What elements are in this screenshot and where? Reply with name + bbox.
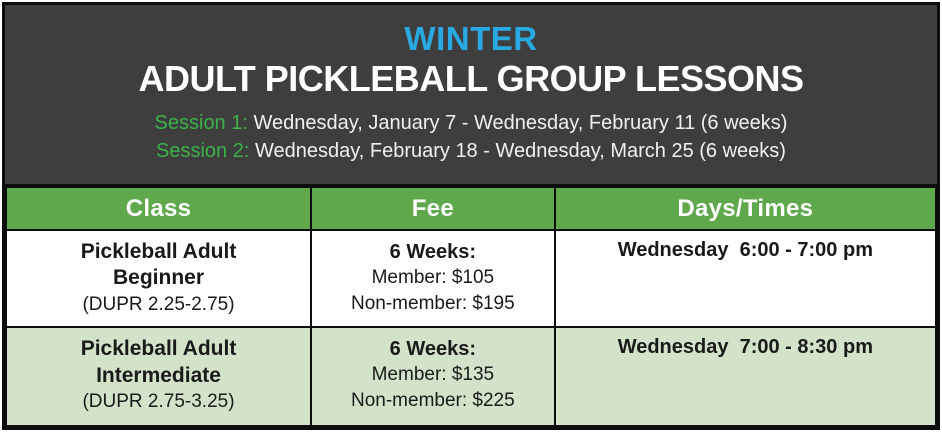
beginner-days-cell: Wednesday 6:00 - 7:00 pm: [553, 228, 938, 329]
session-1-label: Session 1:: [154, 111, 248, 134]
days-times: Wednesday 6:00 - 7:00 pm: [617, 239, 873, 261]
session-2-label: Session 2:: [156, 139, 250, 162]
beginner-fee-cell: 6 Weeks: Member: $105 Non-member: $195: [310, 228, 556, 329]
session-2-line: Session 2: Wednesday, February 18 - Wedn…: [5, 137, 937, 165]
fee-member: Member: $135: [371, 364, 495, 386]
flyer-header: WINTER ADULT PICKLEBALL GROUP LESSONS Se…: [5, 5, 937, 184]
session-1-dates: Wednesday, January 7 - Wednesday, Februa…: [253, 111, 788, 134]
column-header-class: Class: [4, 185, 313, 231]
lessons-table: Class Fee Days/Times Pickleball Adult Be…: [4, 184, 938, 427]
days-times: Wednesday 7:00 - 8:30 pm: [617, 336, 873, 359]
dupr-range: (DUPR 2.75-3.25): [82, 390, 235, 412]
beginner-class-cell: Pickleball Adult Beginner (DUPR 2.25-2.7…: [4, 228, 313, 329]
fee-nonmember: Non-member: $225: [351, 390, 515, 412]
fee-duration: 6 Weeks:: [389, 241, 477, 263]
intermediate-class-cell: Pickleball Adult Intermediate (DUPR 2.75…: [4, 326, 313, 427]
fee-nonmember: Non-member: $195: [351, 292, 515, 314]
session-info: Session 1: Wednesday, January 7 - Wednes…: [5, 109, 937, 165]
session-1-line: Session 1: Wednesday, January 7 - Wednes…: [5, 109, 937, 137]
table-row-beginner: Pickleball Adult Beginner (DUPR 2.25-2.7…: [4, 228, 938, 329]
intermediate-days-cell: Wednesday 7:00 - 8:30 pm: [553, 326, 938, 427]
table-header-row: Class Fee Days/Times: [4, 185, 938, 231]
table-row-intermediate: Pickleball Adult Intermediate (DUPR 2.75…: [4, 326, 938, 427]
fee-duration: 6 Weeks:: [389, 338, 477, 361]
season-heading: WINTER: [404, 20, 538, 57]
flyer-title: ADULT PICKLEBALL GROUP LESSONS: [138, 58, 804, 99]
column-header-days-times: Days/Times: [553, 185, 938, 231]
fee-member: Member: $105: [371, 267, 495, 288]
session-2-dates: Wednesday, February 18 - Wednesday, Marc…: [254, 139, 786, 162]
class-name: Pickleball Adult Beginner: [80, 240, 237, 290]
dupr-range: (DUPR 2.25-2.75): [82, 293, 235, 315]
column-header-fee: Fee: [310, 185, 556, 231]
intermediate-fee-cell: 6 Weeks: Member: $135 Non-member: $225: [310, 326, 556, 427]
class-name: Pickleball Adult Intermediate: [80, 337, 237, 387]
